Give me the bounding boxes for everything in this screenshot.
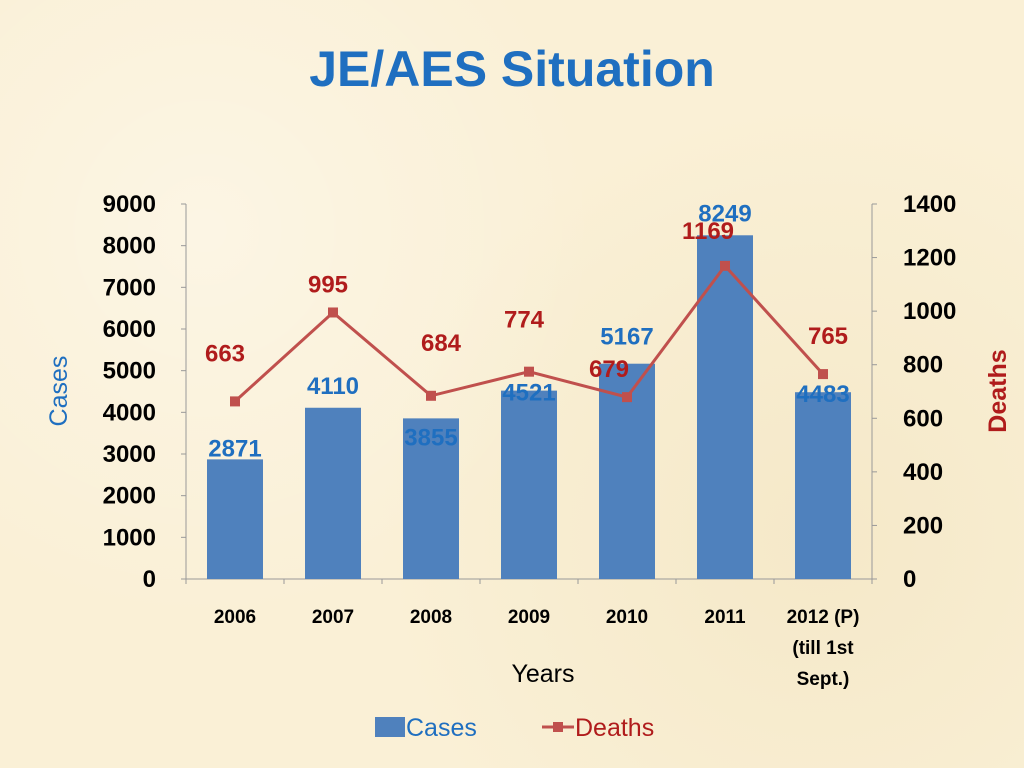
left-tick-label: 4000 (103, 399, 156, 426)
x-tick-label: 2008 (410, 607, 452, 628)
point-deaths-2007 (328, 307, 338, 318)
data-label-cases: 4110 (307, 373, 359, 400)
data-label-cases: 3855 (404, 424, 457, 451)
y2-axis-title: Deaths (984, 349, 1012, 432)
left-tick-label: 5000 (103, 358, 156, 385)
left-tick-label: 1000 (103, 524, 156, 551)
point-deaths-2010 (622, 392, 632, 403)
data-label-cases: 2871 (208, 435, 261, 462)
data-label-deaths: 1169 (682, 218, 734, 245)
bar-cases-2008 (403, 418, 459, 579)
data-label-cases: 8249 (698, 200, 751, 227)
point-deaths-2006 (230, 396, 240, 407)
right-tick-label: 400 (903, 459, 943, 486)
left-tick-label: 0 (143, 566, 156, 593)
right-tick-label: 800 (903, 352, 943, 379)
chart-title: JE/AES Situation (309, 41, 715, 97)
bar-cases-2009 (501, 390, 557, 579)
data-label-deaths: 679 (589, 356, 629, 383)
point-deaths-2009 (524, 366, 534, 377)
data-label-deaths: 765 (808, 323, 848, 350)
data-label-deaths: 663 (205, 340, 245, 367)
data-label-deaths: 684 (421, 330, 462, 357)
legend: Cases Deaths (375, 714, 654, 742)
data-label-cases: 5167 (600, 324, 653, 351)
y-axis-title: Cases (45, 356, 73, 427)
data-label-cases: 4483 (796, 381, 849, 408)
data-label-deaths: 995 (308, 271, 348, 298)
legend-label-cases: Cases (406, 714, 477, 742)
line-series-deaths (230, 260, 828, 407)
left-tick-label: 2000 (103, 483, 156, 510)
data-label-cases: 4521 (502, 380, 555, 407)
left-tick-label: 6000 (103, 316, 156, 343)
right-tick-label: 1400 (903, 191, 956, 218)
x-tick-label: 2007 (312, 607, 354, 628)
point-deaths-2008 (426, 390, 436, 401)
right-tick-label: 200 (903, 512, 943, 539)
x-tick-label: 2006 (214, 607, 256, 628)
data-label-deaths: 774 (504, 307, 545, 334)
x-tick-label: 2010 (606, 607, 648, 628)
x-tick-label: 2011 (704, 607, 746, 628)
legend-swatch-cases (375, 717, 405, 737)
right-tick-label: 600 (903, 405, 943, 432)
data-labels: 2871 4110 3855 4521 5167 8249 4483 663 995 684 774… (205, 200, 850, 462)
point-deaths-2012 (818, 369, 828, 380)
right-tick-label: 1200 (903, 245, 956, 272)
axes: 0 1000 2000 3000 4000 5000 6000 7000 8000 9000 0 20… (45, 191, 1012, 690)
bar-series-cases (207, 235, 851, 579)
bar-cases-2012 (795, 392, 851, 579)
left-tick-label: 3000 (103, 441, 156, 468)
left-tick-label: 7000 (103, 274, 156, 301)
bar-cases-2007 (305, 407, 361, 579)
left-tick-label: 8000 (103, 233, 156, 260)
right-tick-label: 1000 (903, 298, 956, 325)
bar-cases-2006 (207, 459, 263, 579)
legend-label-deaths: Deaths (575, 714, 654, 742)
point-deaths-2011 (720, 260, 730, 271)
x-axis-title: Years (511, 660, 574, 688)
right-tick-label: 0 (903, 566, 916, 593)
x-tick-label: 2009 (508, 607, 550, 628)
legend-swatch-deaths-marker (553, 722, 563, 732)
x-tick-label: 2012 (P) (till 1st Sept.) (787, 607, 860, 690)
left-tick-label: 9000 (103, 191, 156, 218)
